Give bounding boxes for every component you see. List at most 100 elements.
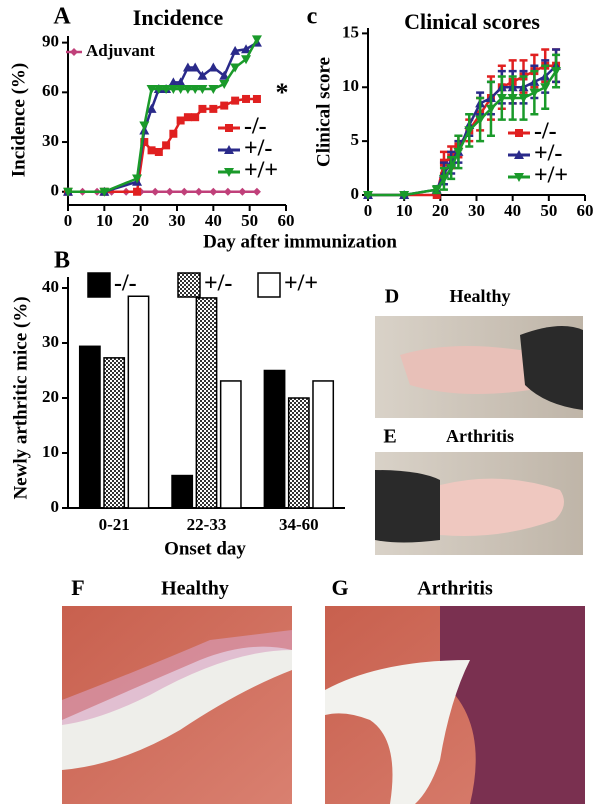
bar [263,369,286,509]
x-axis-label: Day after immunization [203,231,397,252]
marker [446,164,457,174]
marker [230,63,241,73]
x-tick-label: 0 [64,211,73,230]
legend-label: +/+ [534,163,568,189]
legend-label: -/- [114,271,137,297]
x-tick-label: 40 [205,211,222,230]
marker [208,85,219,95]
x-tick-label: 0 [364,201,373,220]
marker [230,45,241,55]
photo-g [325,606,585,804]
annotation: * [276,78,289,107]
marker [224,168,234,177]
marker [70,48,78,56]
marker [209,104,218,113]
marker [251,35,262,45]
marker [146,103,157,113]
x-tick-label: 10 [396,201,413,220]
image-labels: D Healthy E Arthritis F Healthy G Arthri… [71,286,514,600]
marker [515,129,523,137]
marker [208,62,219,72]
panel-letter: B [54,248,70,274]
marker [99,187,110,197]
y-tick-label: 60 [42,81,59,100]
legend-label: -/- [534,119,557,145]
marker [540,83,551,93]
y-tick-label: 20 [42,387,59,406]
panel-letter: D [385,286,399,308]
photo-e [375,452,583,555]
y-tick-label: 15 [342,22,359,41]
x-tick-label: 50 [540,201,557,220]
marker [147,146,156,155]
marker [146,85,157,95]
x-tick-label: 0-21 [99,515,130,534]
y-axis-label: Clinical score [313,57,334,167]
marker [514,150,524,159]
bar [103,357,126,509]
marker [180,187,189,196]
marker [169,129,178,138]
x-tick-label: 30 [169,211,186,230]
marker [438,174,449,184]
marker [507,94,518,104]
legend-swatch [87,272,111,298]
marker [252,187,261,196]
bar [312,380,335,509]
marker [197,70,208,80]
legend-label: +/- [534,141,562,167]
marker [198,104,207,113]
marker [514,173,524,182]
x-tick-label: 60 [577,201,594,220]
legend-label: +/+ [284,271,318,297]
marker [551,67,562,77]
panel-letter: A [53,4,71,30]
marker [219,70,230,80]
panel-letter: F [71,575,84,600]
marker [154,147,163,156]
x-tick-label: 22-33 [187,515,227,534]
caption: Healthy [450,286,511,306]
marker [220,101,229,110]
marker [151,187,160,196]
marker [197,85,208,95]
chart-title: Clinical scores [404,9,540,34]
legend-label: +/- [244,136,272,162]
bar [195,297,218,509]
caption: Arthritis [446,426,514,446]
y-tick-label: 30 [42,332,59,351]
marker [431,185,442,195]
marker [399,191,410,200]
marker [168,77,179,87]
marker [224,145,234,154]
legend-swatch [177,272,201,298]
marker [190,85,201,95]
marker [176,116,185,125]
x-tick-label: 20 [132,211,149,230]
marker [63,187,73,197]
panel-letter: c [307,4,318,30]
marker [529,88,540,98]
marker [194,187,203,196]
marker [162,141,171,150]
legend-label: -/- [244,114,267,140]
marker [190,62,201,72]
marker [132,174,143,184]
y-tick-label: 90 [42,32,59,51]
chart-title: Incidence [133,5,224,30]
marker [161,85,172,95]
x-tick-label: 40 [504,201,521,220]
legend-swatch [257,272,281,298]
marker [175,85,186,95]
y-tick-label: 10 [342,76,359,95]
marker [219,80,230,90]
x-axis-label: Onset day [164,538,246,559]
marker [139,121,150,131]
marker [182,85,193,95]
marker [133,187,142,196]
y-tick-label: 0 [51,181,60,200]
marker [225,124,233,132]
y-tick-label: 0 [351,184,360,203]
marker [496,94,507,104]
legend-label: +/- [204,271,232,297]
